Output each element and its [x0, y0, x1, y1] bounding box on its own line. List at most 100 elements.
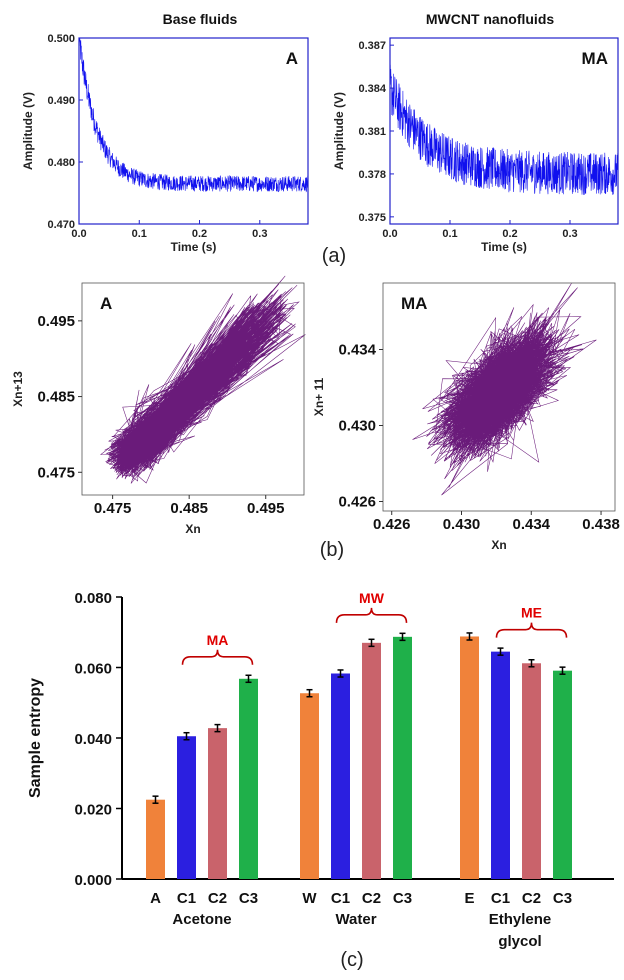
c-xtick-label: E: [464, 890, 474, 907]
c-xtick-label: C3: [239, 890, 258, 907]
c-ylabel: Sample entropy: [27, 678, 44, 798]
c-xtick-label: C1: [331, 890, 350, 907]
c-xtick-label: C3: [393, 890, 412, 907]
c-bar: [146, 799, 165, 879]
a-left-ytick-label: 0.480: [47, 157, 75, 169]
panel-a-left-plot: 0.0 0.1 0.2 0.3 0.470 0.480 0.490 0.500 Time (s)…: [21, 33, 309, 254]
panel-a-right-plot: 0.0 0.1 0.2 0.3 0.375 0.378 0.381 0.384 0.387 Tim…: [332, 37, 619, 254]
panel-a-left-title: Base fluids: [163, 11, 238, 27]
a-left-ytick-label: 0.490: [47, 95, 75, 107]
c-ytick-label: 0.040: [74, 731, 112, 748]
a-left-xlabel: Time (s): [171, 240, 217, 254]
c-group-name: Acetone: [172, 911, 231, 928]
c-xtick-label: C1: [491, 890, 510, 907]
b-left-frame: [81, 282, 305, 496]
a-right-ytick-label: 0.384: [358, 83, 386, 95]
c-bar: [522, 663, 541, 879]
panel-c-bar-chart: 0.000 0.020 0.040 0.060 0.080 Sample entropy A…: [27, 590, 614, 950]
c-group-name: glycol: [498, 933, 541, 950]
c-xtick-label: C2: [522, 890, 541, 907]
b-left-ylabel: Xn+13: [11, 371, 25, 407]
c-bracket-label: MA: [207, 632, 229, 648]
b-right-xtick-label: 0.426: [373, 516, 411, 533]
a-right-trace-line: [390, 63, 618, 195]
panel-b-left-plot: 0.475 0.485 0.495 0.475 0.485 0.495 Xn Xn+13 A: [11, 275, 306, 536]
a-left-xtick-label: 0.0: [71, 228, 86, 240]
b-left-xtick-label: 0.495: [247, 500, 285, 517]
a-right-ylabel: Amplitude (V): [332, 92, 346, 170]
panel-b-right-plot: 0.426 0.430 0.434 0.438 0.426 0.430 0.434 Xn Xn+…: [312, 282, 620, 552]
b-right-ytick-label: 0.426: [338, 494, 376, 511]
c-group-bracket: [181, 649, 254, 665]
b-left-xtick-label: 0.475: [94, 500, 132, 517]
c-xtick-label: C1: [177, 890, 196, 907]
b-right-xlabel: Xn: [491, 538, 506, 552]
b-right-xtick-label: 0.438: [582, 516, 620, 533]
c-bar: [491, 651, 510, 879]
panel-a-right-title: MWCNT nanofluids: [426, 11, 555, 27]
c-xtick-label: C2: [362, 890, 381, 907]
a-right-ytick-label: 0.387: [358, 40, 386, 52]
a-left-ytick-label: 0.500: [47, 33, 75, 45]
c-group-bracket: [495, 622, 568, 638]
panel-a-letter: (a): [322, 245, 346, 267]
b-left-trajectory: [100, 275, 306, 484]
b-right-ytick-label: 0.430: [338, 418, 376, 435]
c-bar: [239, 678, 258, 879]
c-group-bracket: [335, 607, 408, 623]
a-right-xlabel: Time (s): [481, 240, 527, 254]
b-right-trajectory: [412, 282, 597, 496]
b-left-xlabel: Xn: [185, 522, 200, 536]
c-bracket-label: MW: [359, 590, 385, 606]
c-xtick-label: W: [302, 890, 317, 907]
b-left-ytick-label: 0.475: [37, 464, 75, 481]
b-left-panel-label: A: [100, 294, 112, 313]
c-bar: [460, 636, 479, 879]
b-left-xtick-label: 0.485: [170, 500, 208, 517]
b-right-panel-label: MA: [401, 294, 427, 313]
c-ytick-label: 0.000: [74, 872, 112, 889]
a-left-xtick-label: 0.1: [132, 228, 147, 240]
c-xtick-label: C3: [553, 890, 572, 907]
c-bar: [362, 642, 381, 879]
a-right-xtick-label: 0.2: [502, 228, 517, 240]
c-xtick-label: A: [150, 890, 161, 907]
a-right-xtick-label: 0.0: [382, 228, 397, 240]
c-bar: [177, 736, 196, 879]
a-right-ytick-label: 0.381: [358, 126, 386, 138]
a-left-trace-line: [79, 38, 308, 193]
a-left-xtick-label: 0.3: [252, 228, 267, 240]
a-left-panel-label: A: [286, 49, 298, 68]
c-group-name: Water: [335, 911, 376, 928]
c-bar: [553, 670, 572, 879]
a-right-xtick-label: 0.3: [562, 228, 577, 240]
b-right-xtick-label: 0.434: [512, 516, 550, 533]
c-ytick-label: 0.020: [74, 802, 112, 819]
panel-c-letter: (c): [340, 949, 363, 971]
b-right-xtick-label: 0.430: [443, 516, 481, 533]
c-ytick-label: 0.060: [74, 661, 112, 678]
panel-b-letter: (b): [320, 539, 344, 561]
c-bar: [331, 673, 350, 879]
b-left-ytick-label: 0.495: [37, 313, 75, 330]
a-left-frame: [78, 37, 309, 225]
c-xtick-label: C2: [208, 890, 227, 907]
c-group-name: Ethylene: [489, 911, 552, 928]
b-left-ytick-label: 0.485: [37, 389, 75, 406]
a-right-ytick-label: 0.378: [358, 169, 386, 181]
c-bar: [208, 728, 227, 879]
c-bracket-label: ME: [521, 605, 542, 621]
b-right-ylabel: Xn+ 11: [312, 378, 326, 417]
b-right-ytick-label: 0.434: [338, 342, 376, 359]
c-bar: [393, 636, 412, 879]
c-ytick-label: 0.080: [74, 590, 112, 607]
a-left-ylabel: Amplitude (V): [21, 92, 35, 170]
c-bar: [300, 693, 319, 879]
b-right-frame: [382, 282, 616, 512]
a-right-xtick-label: 0.1: [442, 228, 457, 240]
a-right-ytick-label: 0.375: [358, 212, 386, 224]
a-left-ytick-label: 0.470: [47, 219, 75, 231]
a-left-xtick-label: 0.2: [192, 228, 207, 240]
a-right-panel-label: MA: [582, 49, 608, 68]
